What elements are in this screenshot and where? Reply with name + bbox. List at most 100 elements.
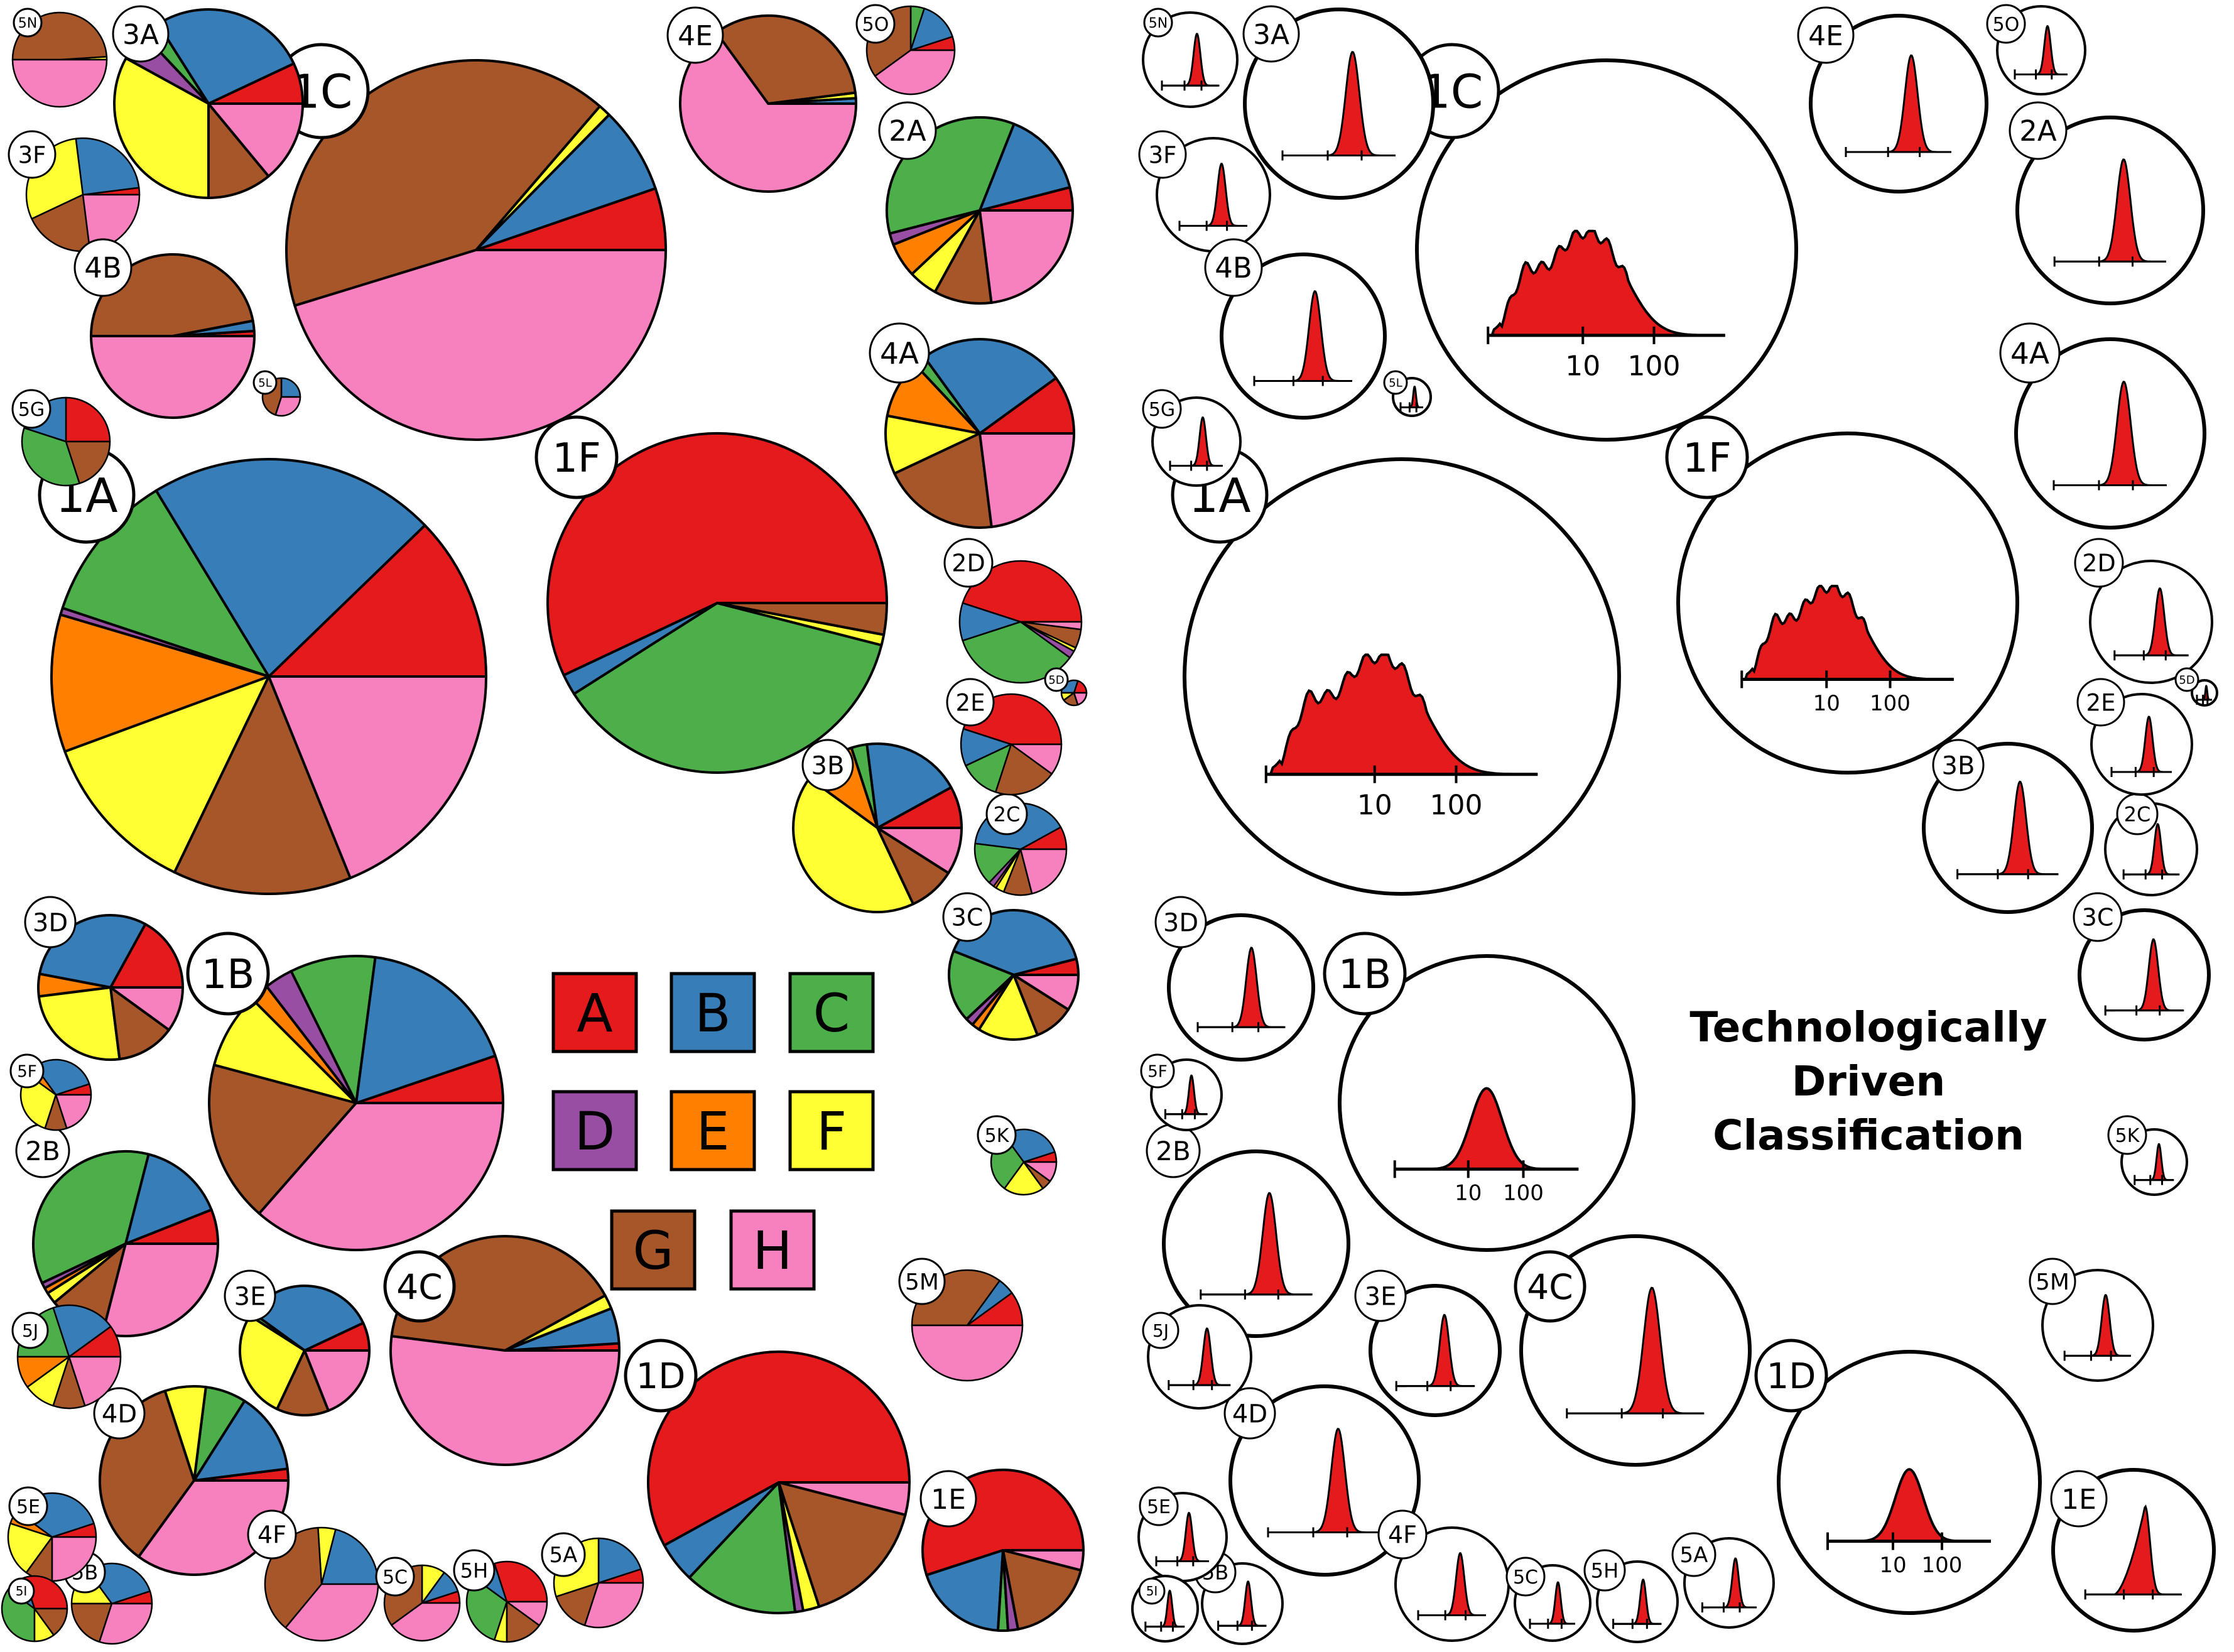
pie-label-3e: 3E: [234, 1282, 266, 1311]
histogram-4b: 4B: [1204, 238, 1387, 420]
pie-slice-1a-h: [268, 675, 487, 879]
histogram-label-circle-3f: [1138, 130, 1187, 179]
pie-slice-4a-f: [884, 414, 981, 475]
histogram-label-circle-5j: [1142, 1312, 1179, 1349]
pie-slice-5h-a: [493, 1560, 548, 1603]
pie-2b: 2B: [15, 1123, 219, 1337]
histogram-circle-4d: [1228, 1384, 1421, 1577]
pie-label-circle-5a: [541, 1532, 586, 1577]
histogram-label-circle-3c: [2073, 892, 2123, 942]
pie-slice-3d-h: [109, 986, 184, 1031]
pie-slice-1e-g: [1002, 1549, 1082, 1631]
pie-5j: 5J: [11, 1304, 122, 1410]
histogram-label-circle-4f: [1377, 1509, 1428, 1560]
pie-3f: 3F: [8, 130, 141, 253]
pie-slice-3c-f: [977, 974, 1039, 1041]
histogram-2d: 2D: [2074, 538, 2213, 684]
legend-swatch-e: [670, 1090, 756, 1171]
histogram-label-5g: 5G: [1149, 399, 1175, 421]
pie-slice-3e-f: [239, 1314, 306, 1411]
histogram-tick-label-100: 100: [1503, 1181, 1544, 1206]
pie-slice-3a-b: [156, 8, 295, 105]
histogram-label-circle-3b: [1932, 739, 1985, 791]
pie-slice-5k-f: [1004, 1161, 1044, 1196]
pie-5h: 5H: [453, 1549, 548, 1643]
histogram-3f: 3F: [1138, 130, 1271, 253]
pie-label-5k: 5K: [985, 1125, 1010, 1147]
pie-slice-1a-g: [173, 675, 352, 895]
legend: A B C D E F G H: [551, 972, 875, 1291]
pie-5a: 5A: [541, 1532, 644, 1629]
histogram-1f: 10 100 1F: [1665, 415, 2019, 774]
pie-label-4a: 4A: [880, 337, 919, 371]
histogram-4a: 4A: [1999, 322, 2206, 530]
pie-slice-5d-h: [1073, 692, 1088, 706]
pie-slice-3b-h: [876, 827, 963, 874]
histogram-circle-5m: [2041, 1269, 2154, 1382]
pie-3b: 3B: [792, 739, 963, 913]
histogram-2a: 2A: [2009, 101, 2205, 305]
pie-label-5a: 5A: [550, 1543, 578, 1568]
histogram-label-circle-5h: [1583, 1549, 1626, 1592]
histogram-2c: 2C: [2104, 793, 2198, 896]
pie-slice-1e-b: [925, 1549, 1004, 1632]
pie-slice-1b-g: [208, 1063, 357, 1215]
pie-1b: 1B: [186, 932, 504, 1251]
pie-5d: 5D: [1044, 667, 1088, 707]
histogram-label-circle-5m: [2029, 1258, 2076, 1305]
histogram-circle-2b: [1162, 1149, 1350, 1338]
histogram-label-5o: 5O: [1993, 14, 2020, 36]
pie-slice-3d-a: [109, 923, 184, 989]
pie-slice-4a-g: [893, 432, 993, 529]
pie-slice-5b-h: [98, 1602, 153, 1645]
pie-label-2e: 2E: [956, 689, 985, 716]
histogram-label-circle-4e: [1797, 6, 1855, 64]
pie-4e: 4E: [666, 6, 857, 193]
pie-label-circle-3f: [8, 130, 57, 179]
histogram-label-4d: 4D: [1232, 1399, 1267, 1428]
pie-1c: 1C: [273, 43, 667, 441]
histogram-label-circle-1e: [2050, 1470, 2108, 1528]
pie-slice-1b-b: [355, 956, 497, 1104]
pie-label-5c: 5C: [382, 1567, 408, 1589]
histogram-label-5m: 5M: [2036, 1269, 2069, 1295]
histogram-tick-label-10: 10: [1879, 1553, 1906, 1578]
pie-slice-1e-h: [1002, 1549, 1085, 1572]
pie-label-circle-3c: [942, 892, 992, 942]
pie-slice-1f-g: [716, 602, 888, 636]
pie-slice-2e-g: [995, 743, 1053, 796]
histogram-circle-5n: [1142, 11, 1239, 108]
pie-label-2d: 2D: [952, 550, 985, 577]
pie-label-circle-2a: [878, 101, 937, 160]
pie-label-5l: 5L: [258, 376, 271, 389]
pie-label-circle-3a: [112, 5, 170, 63]
pie-4b: 4B: [73, 238, 256, 419]
legend-label-b: B: [695, 982, 731, 1044]
histogram-label-3d: 3D: [1163, 908, 1198, 937]
histogram-4c: 4C: [1514, 1234, 1752, 1467]
pie-slice-3c-h: [1012, 974, 1080, 1011]
histogram-circle-2d: [2089, 560, 2213, 684]
legend-item-d: D: [551, 1090, 638, 1171]
histogram-5h: 5H: [1583, 1549, 1679, 1643]
pie-label-circle-2d: [943, 538, 994, 588]
pie-slice-5h-h: [506, 1600, 548, 1626]
pie-4f: 4F: [247, 1509, 379, 1642]
pie-slice-3a-g: [207, 102, 270, 199]
pie-slice-5n-h: [11, 58, 108, 108]
pie-1f: 1F: [534, 415, 888, 774]
pie-label-5n: 5N: [18, 16, 37, 31]
legend-label-c: C: [813, 982, 850, 1044]
pie-2d: 2D: [943, 538, 1083, 684]
pie-5g: 5G: [11, 389, 111, 487]
pie-slice-1a-a: [268, 524, 487, 678]
pie-label-2b: 2B: [25, 1136, 60, 1166]
pie-slice-3d-f: [37, 986, 121, 1061]
pie-label-5g: 5G: [18, 399, 45, 421]
pie-label-circle-1e: [919, 1470, 977, 1528]
pie-label-5j: 5J: [22, 1320, 38, 1341]
histogram-5i: 5I: [1131, 1575, 1199, 1643]
pie-5c: 5C: [375, 1557, 461, 1642]
histogram-label-circle-5a: [1671, 1532, 1716, 1577]
